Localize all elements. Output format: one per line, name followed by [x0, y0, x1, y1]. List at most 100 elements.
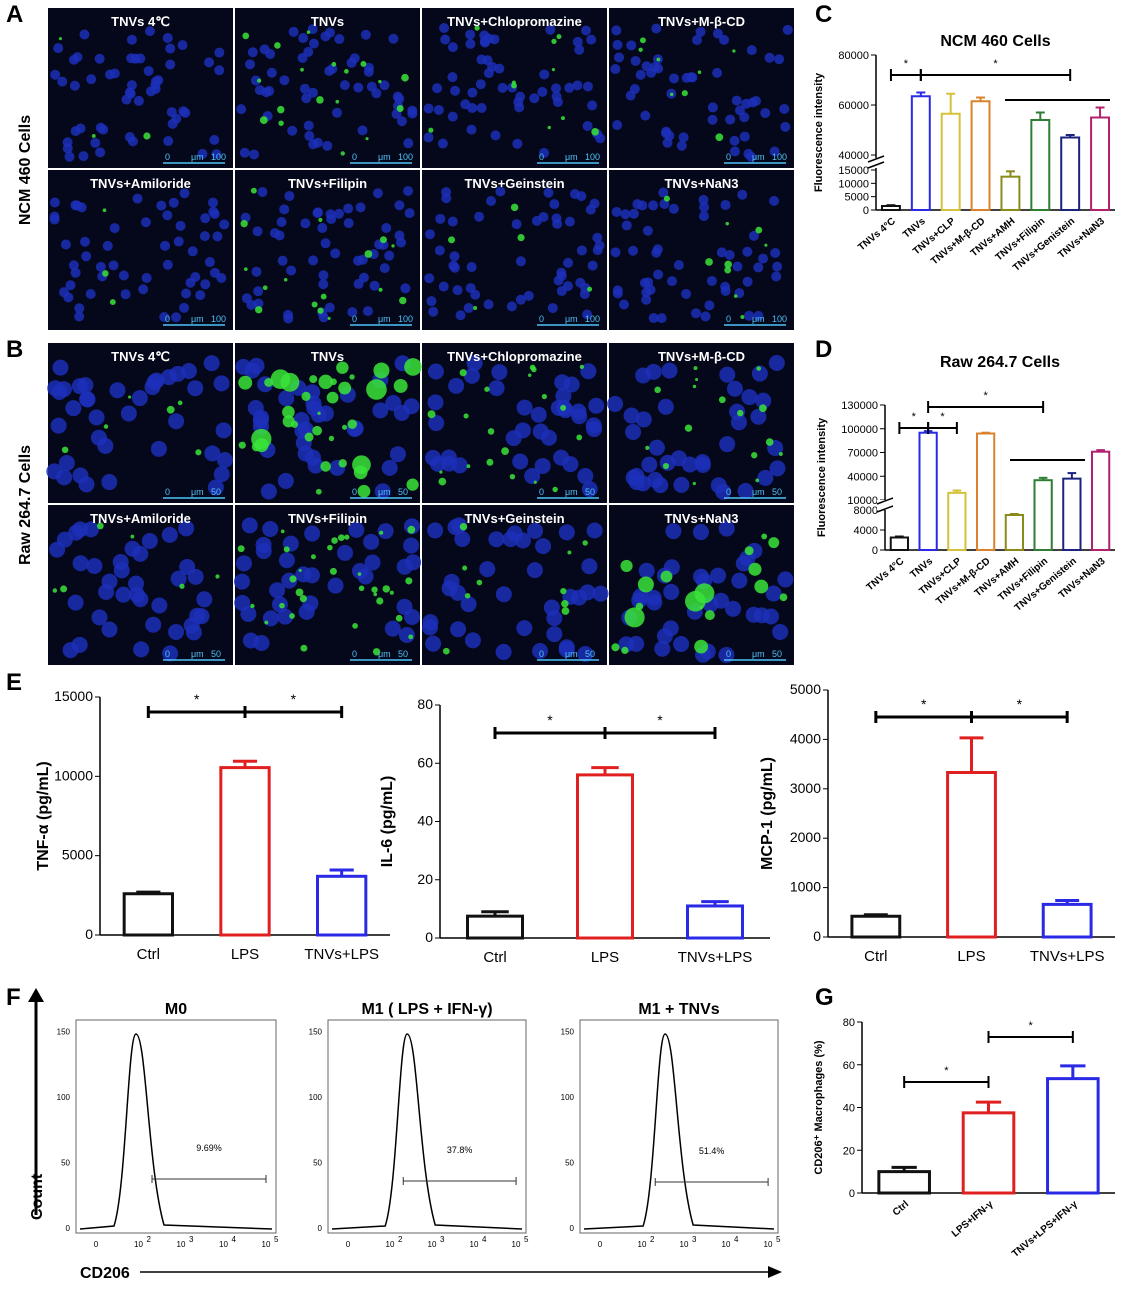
nucleus	[771, 271, 782, 282]
fluorescence-spot	[289, 575, 297, 583]
fluorescence-spot	[317, 411, 321, 415]
nucleus	[737, 483, 754, 500]
nucleus	[207, 479, 224, 496]
bar	[1041, 902, 1093, 939]
nucleus	[731, 572, 748, 589]
fluorescence-spot	[306, 30, 311, 34]
nucleus	[49, 214, 60, 225]
fluorescence-spot	[591, 128, 599, 136]
histogram-y-tick: 100	[309, 1093, 323, 1102]
nucleus	[199, 231, 210, 242]
nucleus	[719, 34, 730, 45]
fluorescence-spot	[371, 586, 378, 593]
nucleus	[449, 251, 460, 262]
histogram-curve	[331, 1033, 523, 1230]
nucleus	[668, 203, 679, 214]
micrograph-tile: TNVs+NaN3 0 μm 100	[609, 170, 794, 330]
nucleus	[551, 213, 562, 224]
nucleus	[641, 294, 652, 305]
nucleus	[240, 212, 251, 223]
fluorescence-spot	[692, 481, 696, 486]
scale-zero: 0	[352, 152, 357, 162]
fluorescence-spot	[464, 592, 471, 599]
nucleus	[78, 476, 95, 493]
nucleus	[394, 230, 405, 241]
nucleus	[552, 97, 563, 108]
fluorescence-spot	[724, 266, 732, 274]
nucleus	[699, 202, 710, 213]
micrograph-grid-b: TNVs 4℃ 0 μm 50 TNVs 0 μm 50 TNVs+Chlopromazine 0…	[46, 343, 794, 665]
nucleus	[512, 453, 529, 470]
panel-letter-e: E	[6, 669, 22, 696]
histogram-y-tick: 0	[318, 1224, 323, 1233]
histogram-x-tick: 10	[638, 1240, 647, 1249]
fluorescence-spot	[637, 576, 654, 593]
nucleus	[612, 288, 623, 299]
nucleus	[623, 407, 640, 424]
nucleus	[151, 597, 168, 614]
nucleus	[657, 398, 674, 415]
nucleus	[156, 200, 167, 211]
nucleus	[692, 35, 703, 46]
nucleus	[140, 217, 151, 228]
fluorescence-spot	[344, 69, 349, 74]
fluorescence-spot	[257, 78, 262, 83]
micrograph-tile: TNVs+Chlopromazine 0 μm 50	[422, 343, 607, 503]
nucleus	[673, 259, 684, 270]
significance-star: *	[657, 712, 663, 728]
nucleus	[171, 312, 182, 323]
nucleus	[353, 278, 364, 289]
fluorescence-spot	[509, 473, 516, 480]
fluorescence-spot	[396, 105, 404, 112]
fluorescence-spot	[337, 534, 345, 542]
nucleus	[303, 120, 314, 131]
nucleus	[86, 557, 103, 574]
histogram-x-exponent: 3	[440, 1235, 445, 1244]
nucleus	[150, 440, 167, 457]
significance-star: *	[912, 411, 917, 423]
fluorescence-spot	[336, 361, 349, 374]
nucleus	[772, 623, 789, 640]
scale-value: 50	[211, 487, 221, 497]
y-axis-label: Fluorescence intensity	[816, 417, 828, 537]
fluorescence-spot	[283, 546, 290, 553]
nucleus	[78, 151, 89, 162]
nucleus	[318, 270, 329, 281]
nucleus	[320, 238, 331, 249]
scale-zero: 0	[539, 649, 544, 659]
nucleus	[213, 375, 230, 392]
fluorescence-spot	[737, 409, 744, 417]
nucleus	[95, 261, 106, 272]
fluorescence-spot	[352, 623, 358, 629]
nucleus	[276, 217, 287, 228]
nucleus	[349, 53, 360, 64]
nucleus	[304, 130, 315, 141]
bar	[976, 432, 996, 551]
axis-break-gap	[877, 500, 893, 510]
nucleus	[253, 409, 270, 426]
fluorescence-spot	[290, 420, 299, 428]
nucleus	[252, 226, 263, 237]
nucleus	[425, 635, 442, 652]
nucleus	[150, 83, 161, 94]
nucleus	[109, 223, 120, 234]
y-tick-label: 40	[417, 813, 433, 829]
fluorescence-spot	[576, 434, 583, 441]
nucleus	[729, 135, 740, 146]
nucleus	[308, 38, 319, 49]
fluorescence-spot	[58, 37, 63, 41]
nucleus	[236, 104, 247, 115]
nucleus	[308, 255, 319, 266]
histogram-y-tick: 0	[66, 1224, 71, 1233]
nucleus	[495, 586, 512, 603]
panel-letter-b: B	[6, 336, 23, 363]
gate-percent: 9.69%	[196, 1143, 222, 1153]
fluorescence-spot	[748, 562, 762, 576]
scale-zero: 0	[726, 314, 731, 324]
nucleus	[447, 42, 458, 53]
fluorescence-spot	[531, 366, 537, 373]
significance-star: *	[993, 58, 998, 70]
micrograph-label: TNVs+Filipin	[288, 511, 367, 526]
scale-value: 100	[772, 152, 787, 162]
scale-unit: μm	[565, 314, 578, 324]
